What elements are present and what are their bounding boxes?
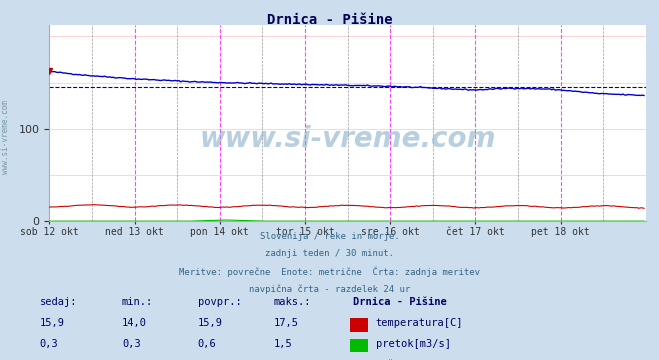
Text: maks.:: maks.: [273,297,311,307]
Text: 17,5: 17,5 [273,318,299,328]
Text: 0,3: 0,3 [122,339,140,349]
Text: 15,9: 15,9 [40,318,65,328]
Text: Meritve: povrečne  Enote: metrične  Črta: zadnja meritev: Meritve: povrečne Enote: metrične Črta: … [179,267,480,277]
Text: 0,3: 0,3 [40,339,58,349]
Text: Drnica - Pišine: Drnica - Pišine [267,13,392,27]
Text: Slovenija / reke in morje.: Slovenija / reke in morje. [260,232,399,241]
Text: Drnica - Pišine: Drnica - Pišine [353,297,446,307]
Text: povpr.:: povpr.: [198,297,241,307]
Text: 0,6: 0,6 [198,339,216,349]
Text: 1,5: 1,5 [273,339,292,349]
Text: 15,9: 15,9 [198,318,223,328]
Text: www.si-vreme.com: www.si-vreme.com [1,100,10,174]
Text: sedaj:: sedaj: [40,297,77,307]
Text: min.:: min.: [122,297,153,307]
Text: temperatura[C]: temperatura[C] [376,318,463,328]
Text: zadnji teden / 30 minut.: zadnji teden / 30 minut. [265,249,394,258]
Text: www.si-vreme.com: www.si-vreme.com [200,125,496,153]
Text: 14,0: 14,0 [122,318,147,328]
Text: navpična črta - razdelek 24 ur: navpična črta - razdelek 24 ur [249,284,410,293]
Text: pretok[m3/s]: pretok[m3/s] [376,339,451,349]
